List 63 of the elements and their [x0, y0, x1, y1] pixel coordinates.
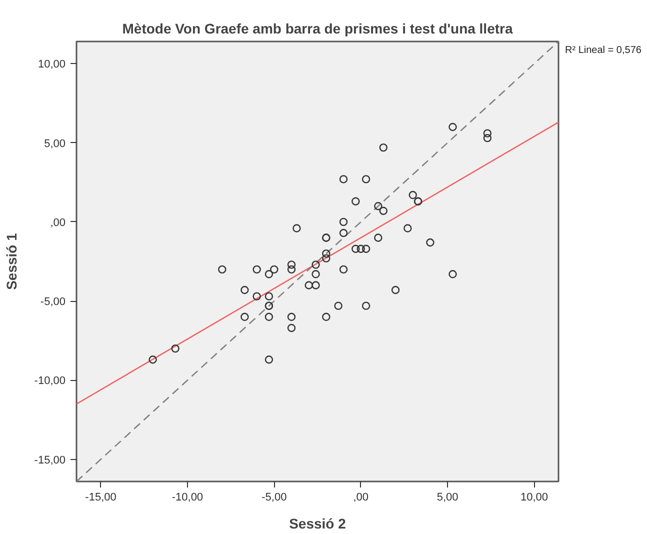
point	[287, 260, 296, 269]
point	[448, 122, 457, 132]
point	[426, 238, 434, 247]
point	[362, 302, 370, 310]
x-tick-label: -10,00	[172, 492, 204, 504]
y-tick-label: 5,00	[44, 138, 66, 150]
point	[264, 312, 274, 321]
point	[356, 244, 365, 253]
point	[252, 292, 261, 300]
point	[171, 344, 180, 353]
point	[379, 143, 388, 152]
point	[334, 302, 342, 310]
point	[374, 234, 382, 242]
x-axis-title: Sessió 2	[289, 516, 346, 532]
y-tick-label: -10,00	[34, 375, 66, 388]
point	[287, 312, 296, 321]
x-tick-label: -5,00	[262, 492, 287, 504]
point	[483, 134, 492, 142]
point	[339, 265, 348, 274]
x-tick-label: 5,00	[436, 492, 458, 504]
point	[322, 254, 330, 262]
point	[312, 270, 320, 278]
y-tick-label: -15,00	[34, 454, 66, 466]
point	[379, 206, 388, 215]
point	[312, 281, 320, 290]
point	[448, 270, 457, 278]
point	[352, 197, 360, 206]
point	[264, 270, 274, 278]
point	[304, 281, 313, 290]
y-tick-label: ,00	[50, 216, 66, 229]
point	[322, 249, 330, 258]
point	[391, 286, 400, 294]
point	[287, 324, 296, 332]
point	[339, 218, 348, 226]
text: R² Lineal = 0,576	[565, 44, 642, 58]
y-tick-label: -5,00	[40, 296, 66, 308]
point	[362, 175, 370, 184]
point	[252, 265, 261, 274]
point	[408, 190, 417, 200]
point	[483, 129, 492, 138]
point	[264, 356, 274, 364]
point	[374, 202, 382, 210]
x-tick-label: ,00	[353, 492, 368, 504]
point	[264, 292, 274, 300]
point	[322, 312, 330, 321]
point	[362, 244, 370, 253]
point	[312, 260, 320, 269]
y-tick-label: 10,00	[38, 58, 66, 71]
y-axis-title: Sessió 1	[3, 232, 20, 290]
x-tick-label: -15,00	[85, 492, 116, 504]
point	[292, 224, 301, 232]
point	[339, 228, 348, 238]
chart-title: Mètode Von Graefe amb barra de prismes i test d'una lletra	[122, 20, 513, 36]
point	[352, 244, 360, 253]
point	[240, 286, 249, 294]
point	[218, 265, 226, 274]
point	[339, 175, 348, 184]
x-tick-label: 10,00	[520, 492, 548, 504]
point	[240, 312, 249, 321]
point	[287, 265, 296, 274]
point	[270, 265, 278, 274]
point	[404, 224, 412, 232]
point	[148, 356, 157, 364]
